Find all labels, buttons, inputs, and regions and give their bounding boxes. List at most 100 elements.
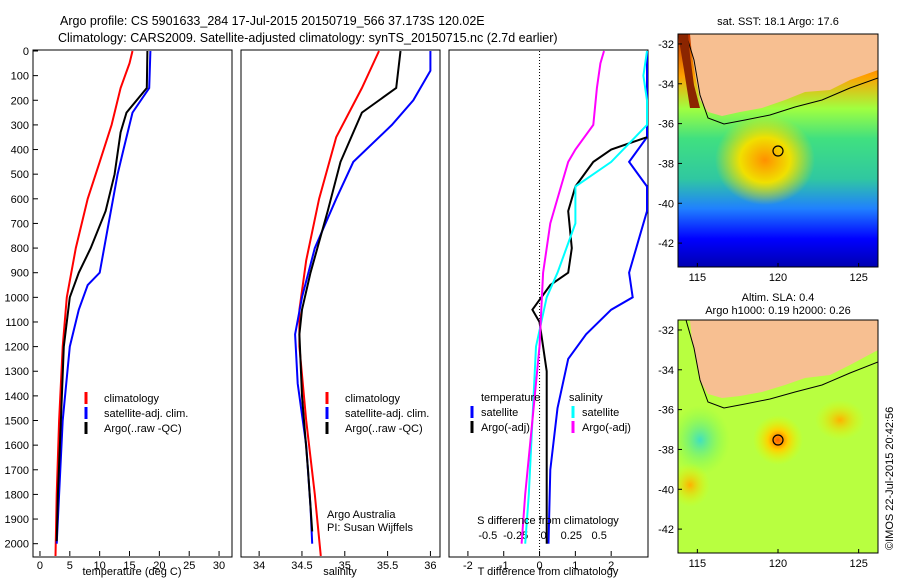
lon-tick-label: 115 [689, 272, 707, 284]
argo-position-marker [772, 434, 784, 446]
series-salinity-argo-adj- [520, 50, 605, 544]
series-satellite-adj-clim- [55, 50, 152, 544]
sst-map-image [678, 34, 878, 267]
y-tick-label: 1300 [5, 366, 29, 378]
legend-label-sal-argo: Argo(-adj) [582, 422, 631, 434]
series-argo-raw-qc- [298, 50, 402, 532]
argo-position-marker [772, 145, 784, 157]
series-temperature-argo-adj- [531, 136, 648, 544]
y-tick-label: 1000 [5, 292, 29, 304]
temperature-difference-xlabel: T difference from climatology [478, 566, 619, 578]
difference-panel: -2 -1 0 1 2 -0.5 -0.25 0 0.25 0.5 S difference f… [448, 49, 649, 578]
legend-label-argo: Argo(..raw -QC) [104, 423, 182, 435]
imos-credit: ©IMOS 22-Jul-2015 20:42:56 [884, 407, 896, 550]
x-tick-label: 1 [572, 560, 578, 572]
legend-label-argo: Argo(..raw -QC) [345, 423, 423, 435]
y-tick-label: 1900 [5, 514, 29, 526]
sst-warm-eddy [715, 115, 815, 205]
legend-label-temp-argo: Argo(-adj) [481, 422, 530, 434]
salinity-axes-frame [240, 49, 441, 558]
temperature-difference-tick-labels: -2 -1 0 1 2 [463, 551, 614, 572]
x2-tick-label: -0.5 [478, 530, 497, 542]
legend-title-temperature: temperature [481, 392, 540, 404]
y-tick-label: 2000 [5, 539, 29, 551]
y-tick-label: 1500 [5, 416, 29, 428]
y-tick-label: 600 [11, 194, 29, 206]
header-line1: Argo profile: CS 5901633_284 17-Jul-2015… [60, 14, 485, 28]
y-tick-label: 1400 [5, 391, 29, 403]
sla-low-anomaly [678, 405, 730, 475]
x-tick-label: 0 [37, 560, 43, 572]
salinity-difference-tick-labels: -0.5 -0.25 0 0.25 0.5 [478, 530, 606, 542]
x-tick-label: 10 [94, 560, 106, 572]
sla-map-image [678, 320, 878, 553]
legend-label-satellite: satellite-adj. clim. [104, 408, 188, 420]
legend-label-climatology: climatology [104, 393, 160, 405]
lon-tick-label: 125 [849, 558, 867, 570]
x2-tick-label: 0.5 [592, 530, 607, 542]
x-tick-label: 25 [183, 560, 195, 572]
land-mass [690, 34, 878, 116]
y-tick-label: 700 [11, 218, 29, 230]
x-tick-label: 20 [153, 560, 165, 572]
y-tick-label: 1600 [5, 440, 29, 452]
legend-label-sal-satellite: satellite [582, 407, 619, 419]
salinity-difference-xlabel: S difference from climatology [477, 515, 619, 527]
legend-label-temp-satellite: satellite [481, 407, 518, 419]
y-tick-label: 1100 [5, 317, 29, 329]
sla-high-anomaly-west [678, 463, 710, 507]
sst-map-longitude-labels: 115 120 125 [689, 263, 868, 284]
lat-tick-label: -38 [658, 158, 674, 170]
lat-tick-label: -40 [658, 484, 674, 496]
temperature-legend: climatology satellite-adj. clim. Argo(..… [84, 392, 188, 435]
y-tick-label: 800 [11, 243, 29, 255]
lat-tick-label: -42 [658, 238, 674, 250]
salinity-panel: 34 34.5 35 35.5 36 salinity climatology sate… [240, 49, 441, 578]
y-tick-label: 500 [11, 169, 29, 181]
depth-tick-labels: 0 100 200 300 400 500 600 700 800 900 1000 1100 1200… [5, 46, 454, 551]
land-mass [690, 320, 878, 398]
annotation-pi: PI: Susan Wijffels [327, 522, 413, 534]
sla-high-anomaly-east [815, 400, 865, 440]
salinity-xlabel: salinity [323, 566, 357, 578]
y-tick-label: 0 [23, 46, 29, 58]
series-argo-raw-qc- [55, 50, 149, 542]
x-tick-label: 34.5 [291, 560, 312, 572]
x-tick-label: -1 [499, 560, 509, 572]
y-tick-label: 400 [11, 145, 29, 157]
difference-series [520, 50, 648, 544]
temperature-panel: 0100200300400500600700800900100011001200… [5, 46, 454, 578]
sla-map-latitude-labels: -32 -34 -36 -38 -40 -42 [658, 325, 682, 536]
sst-map-latitude-labels: -32 -34 -36 -38 -40 -42 [658, 39, 682, 250]
x-tick-label: 5 [67, 560, 73, 572]
sst-map-panel: sat. SST: 18.1 Argo: 17.6 -32 -34 -36 -38 -4… [658, 16, 879, 284]
x-tick-label: 34 [253, 560, 265, 572]
legend-label-satellite: satellite-adj. clim. [345, 408, 429, 420]
leeuwin-current [678, 34, 700, 108]
x-tick-label: -2 [463, 560, 473, 572]
temperature-tick-labels: 0 5 10 15 20 25 30 [37, 551, 225, 572]
y-tick-label: 1800 [5, 489, 29, 501]
x-tick-label: 30 [213, 560, 225, 572]
x-tick-label: 36 [424, 560, 436, 572]
salinity-legend: climatology satellite-adj. clim. Argo(..… [325, 392, 429, 435]
salinity-series [294, 50, 432, 557]
y-tick-label: 1200 [5, 342, 29, 354]
sla-map-subtitle: Argo h1000: 0.19 h2000: 0.26 [705, 305, 851, 317]
series-climatology [298, 50, 380, 557]
lon-tick-label: 120 [769, 558, 787, 570]
x2-tick-label: 0 [540, 530, 546, 542]
header-line2: Climatology: CARS2009. Satellite-adjuste… [58, 31, 558, 45]
difference-legend: temperature salinity satellite Argo(-adj… [470, 392, 631, 434]
lon-tick-label: 120 [769, 272, 787, 284]
lat-tick-label: -34 [658, 79, 674, 91]
sla-map-panel: Altim. SLA: 0.4 Argo h1000: 0.19 h2000: … [658, 292, 879, 570]
x-tick-label: 0 [536, 560, 542, 572]
lat-tick-label: -40 [658, 198, 674, 210]
lat-tick-label: -42 [658, 524, 674, 536]
lat-tick-label: -34 [658, 365, 674, 377]
y-tick-label: 300 [11, 120, 29, 132]
y-tick-label: 200 [11, 95, 29, 107]
x2-tick-label: -0.25 [503, 530, 528, 542]
